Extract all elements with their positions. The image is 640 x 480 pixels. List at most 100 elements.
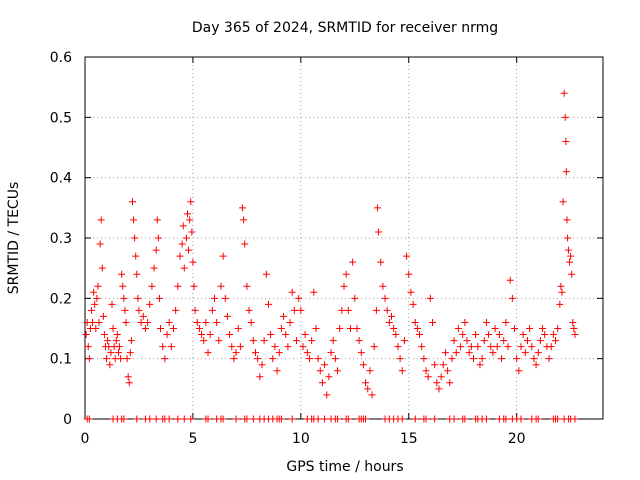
data-point bbox=[277, 415, 285, 423]
data-point bbox=[273, 367, 281, 375]
data-point bbox=[418, 343, 426, 351]
data-point bbox=[461, 415, 469, 423]
data-point bbox=[571, 331, 579, 339]
data-point bbox=[530, 355, 538, 363]
x-axis-label: GPS time / hours bbox=[286, 459, 403, 475]
data-point bbox=[167, 343, 175, 351]
data-point bbox=[474, 343, 482, 351]
data-point bbox=[108, 300, 116, 308]
data-point bbox=[133, 415, 141, 423]
data-point bbox=[452, 349, 460, 357]
data-point bbox=[228, 343, 236, 351]
data-point bbox=[559, 198, 567, 206]
data-points bbox=[82, 89, 579, 423]
data-point bbox=[195, 325, 203, 332]
data-point bbox=[82, 331, 90, 339]
data-point bbox=[467, 343, 475, 351]
data-point bbox=[226, 331, 234, 339]
data-point bbox=[247, 318, 255, 326]
data-point bbox=[109, 325, 117, 332]
data-point bbox=[144, 318, 152, 326]
data-point bbox=[252, 349, 260, 357]
data-point bbox=[394, 343, 402, 351]
data-point bbox=[465, 349, 473, 357]
data-point bbox=[413, 325, 421, 332]
data-point bbox=[282, 331, 290, 339]
data-point bbox=[318, 379, 326, 387]
data-point bbox=[310, 288, 318, 296]
data-point bbox=[119, 282, 127, 290]
data-point bbox=[230, 355, 238, 363]
data-point bbox=[485, 331, 493, 339]
data-point bbox=[215, 337, 223, 345]
data-point bbox=[187, 198, 195, 206]
y-tick-label: 0 bbox=[63, 412, 72, 428]
data-point bbox=[204, 415, 212, 423]
data-point bbox=[152, 415, 160, 423]
data-point bbox=[476, 361, 484, 369]
data-point bbox=[137, 318, 145, 326]
data-point bbox=[556, 300, 564, 308]
data-point bbox=[502, 318, 510, 326]
data-point bbox=[165, 415, 173, 423]
data-point bbox=[269, 355, 277, 363]
data-point bbox=[190, 282, 198, 290]
data-point bbox=[126, 349, 134, 357]
data-point bbox=[127, 337, 135, 345]
data-point bbox=[558, 288, 566, 296]
data-point bbox=[562, 168, 570, 176]
data-point bbox=[362, 415, 370, 423]
data-point bbox=[567, 252, 575, 260]
x-tick-label: 15 bbox=[400, 431, 418, 447]
data-point bbox=[305, 355, 313, 363]
data-point bbox=[299, 343, 307, 351]
data-point bbox=[174, 415, 182, 423]
data-point bbox=[424, 373, 432, 381]
data-point bbox=[563, 216, 571, 224]
data-point bbox=[523, 337, 531, 345]
data-point bbox=[532, 361, 540, 369]
data-point bbox=[180, 264, 188, 272]
data-point bbox=[97, 216, 105, 224]
data-point bbox=[342, 270, 350, 278]
data-point bbox=[157, 325, 165, 332]
data-point bbox=[398, 415, 406, 423]
data-point bbox=[219, 252, 227, 260]
data-point bbox=[568, 270, 576, 278]
data-point bbox=[314, 415, 322, 423]
data-point bbox=[187, 415, 195, 423]
data-point bbox=[134, 294, 142, 302]
data-point bbox=[288, 415, 296, 423]
data-point bbox=[148, 282, 156, 290]
data-point bbox=[120, 415, 128, 423]
data-point bbox=[202, 318, 210, 326]
data-point bbox=[351, 294, 359, 302]
data-point bbox=[120, 294, 128, 302]
data-point bbox=[478, 355, 486, 363]
data-point bbox=[132, 252, 140, 260]
data-point bbox=[85, 415, 93, 423]
data-point bbox=[271, 343, 279, 351]
data-point bbox=[564, 246, 572, 254]
data-point bbox=[506, 276, 514, 284]
data-point bbox=[275, 349, 283, 357]
data-point bbox=[87, 306, 95, 314]
y-tick-label: 0.2 bbox=[50, 291, 72, 307]
data-point bbox=[359, 361, 367, 369]
data-point bbox=[267, 331, 275, 339]
data-point bbox=[219, 415, 227, 423]
data-point bbox=[89, 318, 97, 326]
data-point bbox=[243, 415, 251, 423]
data-point bbox=[366, 367, 374, 375]
data-point bbox=[431, 415, 439, 423]
data-point bbox=[454, 325, 462, 332]
data-point bbox=[213, 318, 221, 326]
data-point bbox=[493, 343, 501, 351]
x-tick-label: 20 bbox=[508, 431, 526, 447]
data-point bbox=[249, 415, 257, 423]
data-point bbox=[368, 391, 376, 399]
data-point bbox=[502, 415, 510, 423]
data-point bbox=[561, 113, 569, 121]
data-point bbox=[517, 343, 525, 351]
data-point bbox=[508, 294, 516, 302]
